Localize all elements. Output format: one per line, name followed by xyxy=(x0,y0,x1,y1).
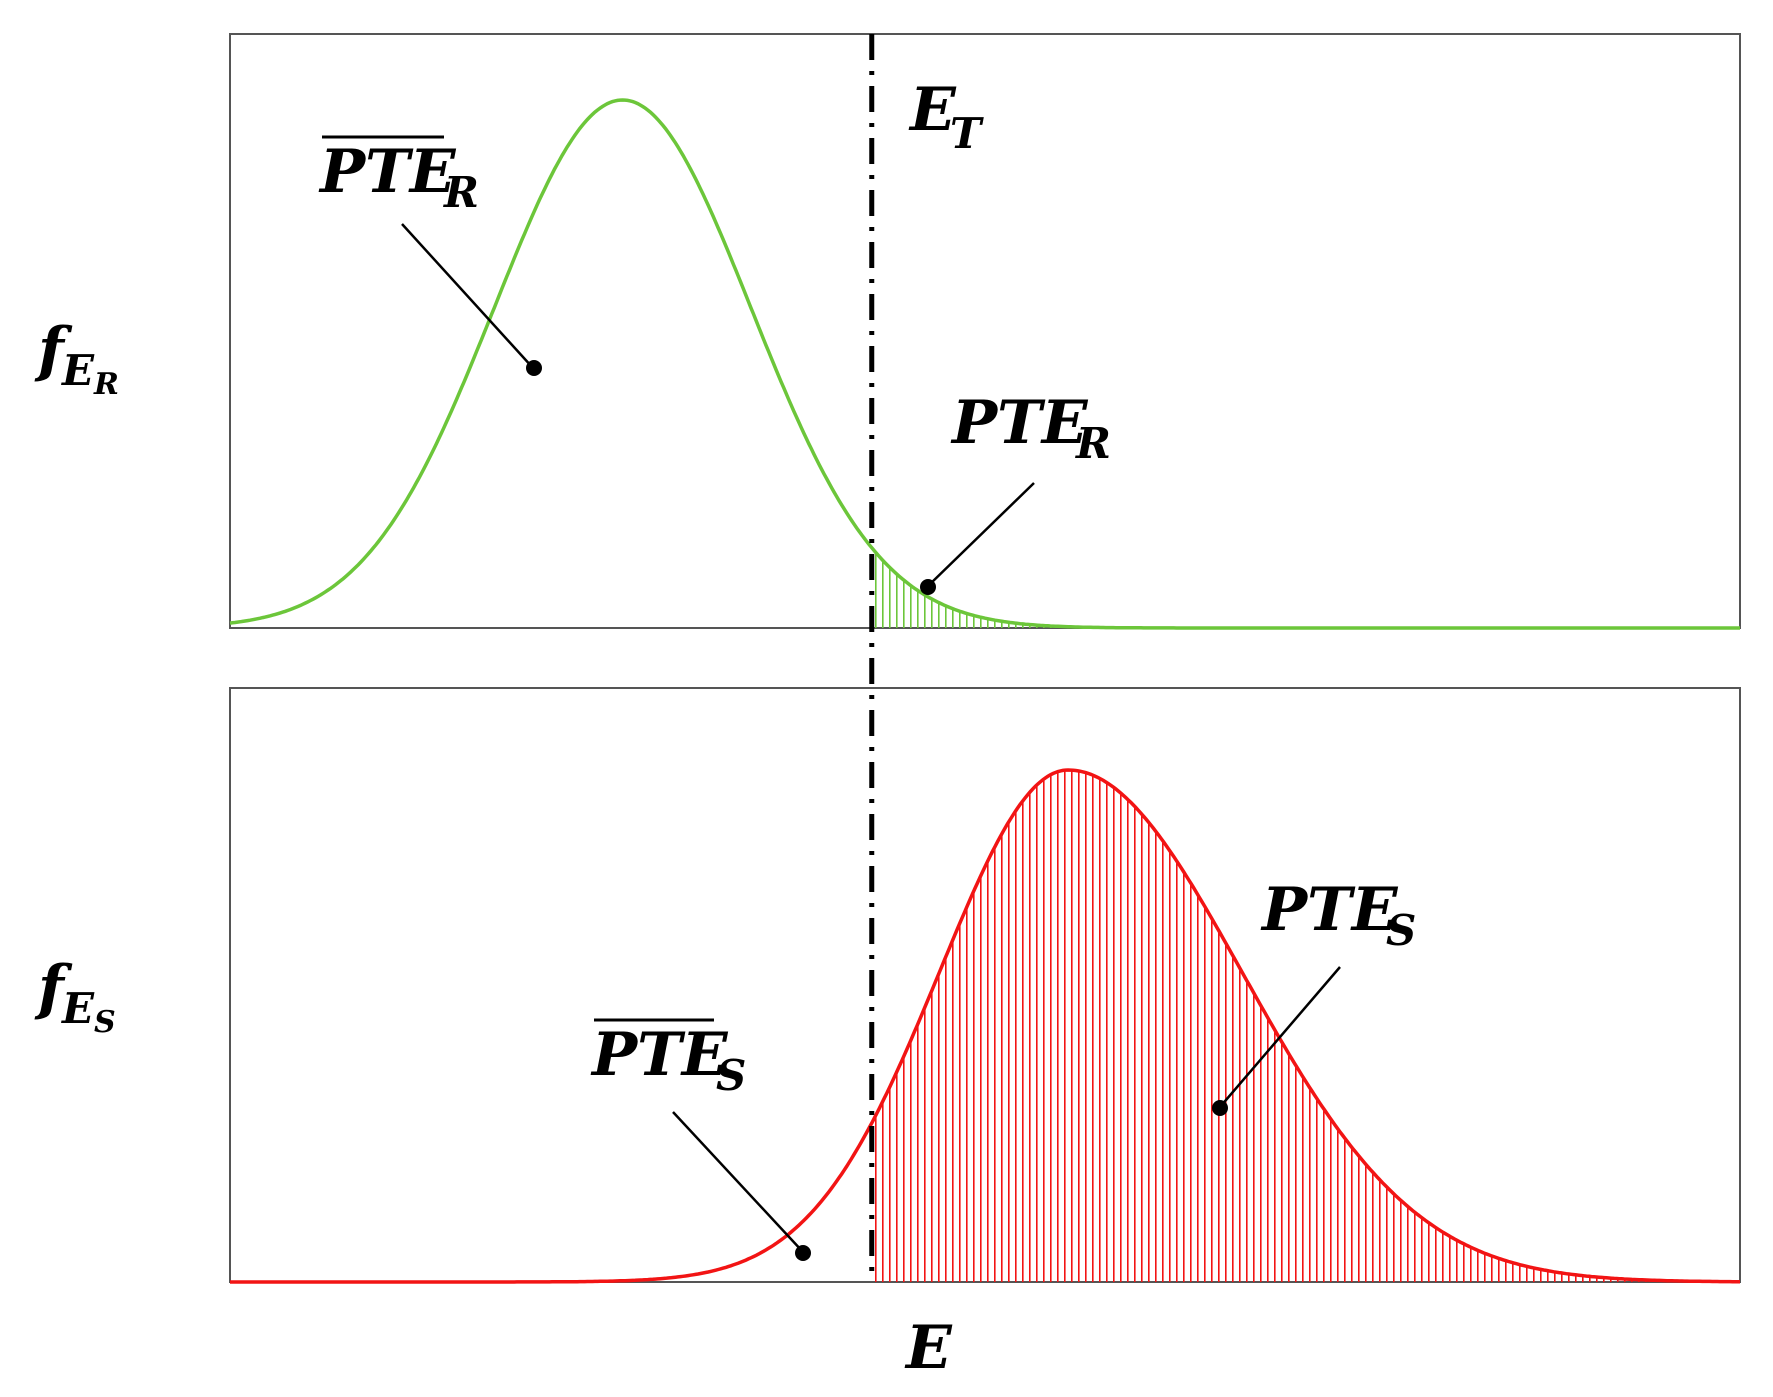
pte-s-sub: S xyxy=(1386,906,1416,955)
y-bottom-subsub: S xyxy=(94,1005,116,1040)
x-axis-label: E xyxy=(904,1313,953,1383)
leader-pte-s xyxy=(1219,966,1341,1108)
pte-s-bar-main: PTE xyxy=(590,1020,729,1090)
y-axis-label-top: f E R xyxy=(34,315,119,402)
marker-pte-s xyxy=(1212,1100,1228,1116)
pte-r-bar-label: PTE R xyxy=(318,135,479,217)
threshold-sub: T xyxy=(950,109,984,158)
pte-r-bar-main: PTE xyxy=(318,137,457,207)
marker-pte-r xyxy=(920,579,936,595)
receiver-density-curve xyxy=(229,98,1740,630)
y-axis-label-bottom: f E S xyxy=(34,953,116,1040)
pte-s-label: PTE S xyxy=(1260,875,1416,955)
pte-r-bar-sub: R xyxy=(443,168,479,217)
y-top-sub: E xyxy=(61,346,95,395)
top-panel-frame xyxy=(229,33,1741,629)
bottom-panel-frame xyxy=(229,687,1741,1283)
pte-s-bar-sub: S xyxy=(716,1051,746,1100)
leader-pte-r xyxy=(927,482,1035,587)
marker-pte-r-bar xyxy=(526,360,542,376)
leader-pte-s-bar xyxy=(672,1111,804,1253)
marker-pte-s-bar xyxy=(795,1245,811,1261)
pte-r-sub: R xyxy=(1075,419,1111,468)
sender-density-curve xyxy=(230,768,1740,1284)
y-bottom-sub: E xyxy=(61,984,95,1033)
pte-s-bar-label: PTE S xyxy=(590,1018,746,1100)
threshold-label: E T xyxy=(908,75,984,158)
leader-pte-r-bar xyxy=(401,223,534,369)
pte-s-main: PTE xyxy=(1260,875,1399,945)
threshold-main: E xyxy=(908,75,957,145)
pte-r-main: PTE xyxy=(950,388,1089,458)
y-top-subsub: R xyxy=(93,367,119,402)
pte-r-hatch xyxy=(874,552,1059,628)
pte-r-label: PTE R xyxy=(950,388,1111,468)
